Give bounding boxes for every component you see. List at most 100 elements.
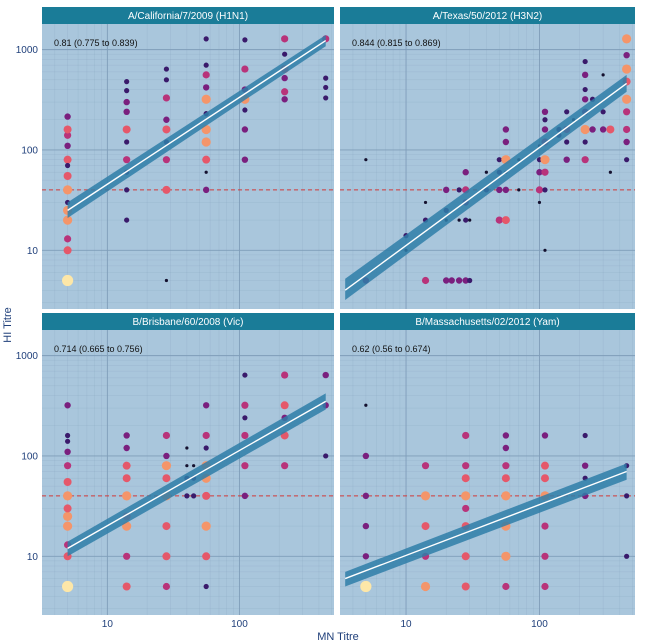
data-point — [63, 155, 72, 164]
data-point — [502, 444, 510, 452]
data-point — [64, 438, 71, 444]
x-tick-label: 10 — [400, 619, 412, 630]
data-point — [623, 51, 630, 59]
data-point — [541, 432, 549, 439]
panel-title: A/California/7/2009 (H1N1) — [128, 11, 248, 22]
fit-line — [67, 400, 327, 549]
data-point — [362, 522, 370, 530]
data-point — [192, 464, 196, 468]
data-point — [64, 113, 71, 120]
data-point — [362, 553, 370, 560]
data-point — [162, 474, 171, 483]
data-point — [541, 126, 549, 133]
data-point — [502, 582, 510, 591]
data-point — [282, 51, 288, 57]
data-point — [462, 431, 470, 440]
data-point — [242, 372, 248, 378]
data-point — [162, 156, 171, 164]
data-point — [467, 277, 473, 284]
data-point — [623, 138, 630, 146]
data-point — [323, 75, 329, 81]
data-point — [542, 117, 548, 123]
data-point — [442, 186, 450, 194]
data-point — [622, 34, 632, 44]
data-point — [421, 276, 430, 285]
panel-strip — [42, 7, 334, 24]
data-point — [123, 98, 130, 106]
data-point — [162, 431, 171, 440]
data-point — [502, 462, 510, 470]
panel-2: A/Texas/50/2012 (H3N2) 0.844 (0.815 to 0.… — [340, 7, 635, 309]
data-point — [622, 94, 632, 104]
data-point — [202, 155, 211, 164]
data-point — [281, 74, 288, 82]
correlation-label: 0.62 (0.56 to 0.674) — [352, 344, 431, 354]
data-point — [122, 582, 131, 591]
panel-3: B/Brisbane/60/2008 (Vic) 0.714 (0.665 to … — [16, 313, 334, 630]
data-point — [202, 84, 210, 91]
data-point — [124, 217, 130, 223]
y-axis-title: HI Titre — [2, 307, 14, 342]
data-point — [123, 156, 131, 164]
data-point — [623, 108, 631, 116]
data-point — [580, 124, 590, 135]
data-point — [462, 169, 469, 176]
data-point — [63, 131, 72, 139]
data-point — [608, 170, 612, 174]
data-point — [162, 125, 171, 134]
data-point — [241, 126, 249, 133]
data-point — [536, 169, 543, 176]
data-point — [622, 64, 632, 74]
data-point — [124, 139, 130, 145]
data-point — [163, 452, 170, 460]
y-tick-label: 100 — [21, 451, 38, 462]
data-point — [364, 158, 368, 162]
data-point — [461, 491, 471, 501]
data-point — [241, 65, 249, 73]
data-point — [456, 187, 462, 193]
x-tick-label: 100 — [231, 619, 248, 630]
data-point — [589, 126, 596, 133]
data-point — [162, 94, 171, 102]
data-point — [624, 157, 630, 163]
data-point — [462, 504, 470, 513]
panel-1: A/California/7/2009 (H1N1) 0.81 (0.775 to… — [16, 7, 334, 309]
data-point — [163, 77, 170, 83]
data-point — [581, 96, 589, 103]
data-point — [624, 553, 630, 559]
panel-title: A/Texas/50/2012 (H3N2) — [433, 11, 543, 22]
data-point — [202, 491, 211, 500]
data-point — [563, 156, 570, 163]
data-point — [241, 492, 249, 500]
data-point — [281, 35, 289, 43]
data-point — [201, 94, 211, 104]
data-point — [63, 246, 72, 255]
y-tick-label: 10 — [27, 246, 39, 257]
data-point — [162, 185, 171, 194]
correlation-label: 0.844 (0.815 to 0.869) — [352, 38, 441, 48]
data-point — [564, 139, 570, 145]
data-point — [163, 66, 170, 72]
data-point — [421, 522, 430, 531]
data-point — [202, 402, 210, 409]
data-point — [63, 478, 72, 487]
correlation-label: 0.714 (0.665 to 0.756) — [54, 344, 143, 354]
data-point — [599, 126, 607, 133]
data-point — [62, 185, 73, 195]
data-point — [484, 170, 488, 174]
data-point — [64, 432, 71, 439]
data-point — [242, 37, 248, 43]
data-point — [162, 522, 171, 531]
data-point — [61, 580, 74, 593]
data-point — [185, 464, 189, 468]
data-point — [517, 188, 521, 192]
data-point — [541, 552, 549, 560]
data-point — [582, 139, 588, 145]
data-point — [541, 168, 549, 176]
data-point — [242, 107, 248, 113]
data-point — [496, 157, 502, 163]
data-point — [582, 86, 588, 93]
data-point — [581, 156, 589, 164]
data-point — [364, 403, 368, 407]
data-point — [64, 162, 71, 169]
